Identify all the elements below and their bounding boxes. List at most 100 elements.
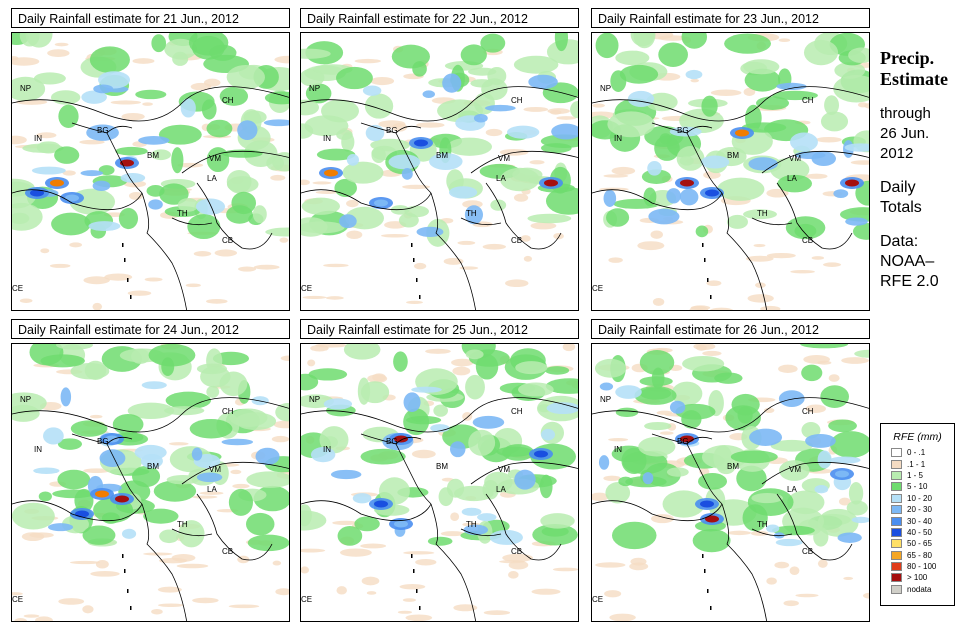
rain-cell: [301, 510, 327, 531]
rain-cell: [545, 187, 578, 215]
rain-cell: [180, 98, 196, 118]
country-border: [761, 461, 869, 485]
rain-cell: [206, 119, 233, 138]
rain-cell: [615, 50, 650, 66]
rain-cell: [253, 264, 280, 270]
island: [411, 243, 413, 247]
rain-cell: [502, 553, 533, 562]
rain-cell: [339, 548, 372, 557]
country-label: NP: [20, 395, 31, 404]
legend-swatch: [891, 505, 902, 515]
rain-cell: [23, 614, 40, 618]
rain-cell: [56, 344, 93, 350]
rain-cell: [402, 184, 431, 190]
rain-cell: [196, 472, 223, 483]
rain-cell: [40, 248, 50, 254]
panel-title: Daily Rainfall estimate for 21 Jun., 201…: [11, 8, 290, 28]
country-border: [460, 528, 502, 537]
legend-item: > 100: [881, 572, 954, 583]
rain-cell: [630, 557, 647, 566]
rain-cell: [700, 155, 730, 169]
country-label: BM: [147, 462, 159, 471]
rain-cell: [695, 344, 707, 351]
country-border: [485, 182, 562, 250]
legend-swatch: [891, 562, 902, 572]
rain-cell: [647, 160, 662, 176]
island: [413, 258, 415, 262]
rain-cell: [307, 359, 316, 367]
rain-cell: [401, 168, 413, 180]
rain-cell: [332, 520, 359, 526]
rain-cell: [177, 198, 199, 212]
rain-cell: [453, 604, 478, 612]
rain-cell: [676, 146, 705, 171]
island: [702, 554, 704, 558]
rain-cell: [320, 99, 360, 123]
rain-cell: [512, 167, 543, 182]
rain-cell: [342, 161, 384, 184]
country-label: CE: [592, 284, 603, 293]
country-label: CH: [802, 407, 814, 416]
country-label: LA: [496, 485, 506, 494]
island: [704, 569, 706, 573]
rain-cell: [57, 469, 91, 490]
rain-cell: [301, 566, 310, 574]
rain-cell: [540, 143, 572, 154]
rain-cell: [209, 44, 237, 61]
rain-cell: [364, 93, 394, 119]
rain-cell: [671, 381, 703, 406]
rain-cell: [58, 104, 79, 128]
rain-cell: [115, 146, 148, 156]
rain-cell: [427, 536, 453, 546]
rain-cell: [644, 421, 672, 431]
panel-title: Daily Rainfall estimate for 23 Jun., 201…: [591, 8, 870, 28]
rain-cell: [776, 82, 807, 91]
rain-cell: [690, 78, 699, 83]
rain-cell: [506, 125, 540, 139]
rain-cell: [608, 437, 629, 442]
rain-cell: [666, 188, 681, 204]
country-label: LA: [496, 174, 506, 183]
rain-cell: [49, 263, 71, 268]
rain-cell: [682, 355, 725, 372]
legend-label: 0 - .1: [907, 448, 926, 458]
heavy-rain-core: [705, 189, 719, 197]
island: [707, 589, 709, 593]
rain-cell: [343, 344, 381, 360]
rain-cell: [685, 69, 703, 80]
rain-cell: [489, 529, 523, 545]
rain-cell: [22, 143, 64, 153]
rain-cell: [496, 446, 533, 457]
rain-cell: [352, 493, 372, 504]
map-panel-1: Daily Rainfall estimate for 21 Jun., 201…: [11, 8, 290, 311]
rain-cell: [844, 143, 869, 152]
rain-cell: [679, 188, 699, 206]
rain-cell: [391, 44, 430, 69]
legend-item: 0 - .1: [881, 447, 954, 458]
rain-cell: [121, 528, 137, 539]
country-label: TH: [466, 520, 477, 529]
rain-cell: [339, 214, 357, 229]
country-label: TH: [177, 209, 188, 218]
rain-cell: [848, 47, 869, 63]
rain-cell: [811, 256, 825, 260]
rain-cell: [35, 616, 53, 621]
rain-cell: [540, 513, 575, 529]
rain-cell: [191, 447, 203, 461]
rain-cell: [608, 257, 623, 263]
rain-cell: [508, 560, 529, 570]
rain-cell: [824, 95, 840, 116]
rain-cell: [362, 85, 382, 96]
rain-cell: [164, 38, 198, 60]
rain-cell: [354, 58, 382, 64]
rain-cell: [90, 570, 120, 577]
rain-cell: [143, 552, 173, 556]
rain-cell: [851, 516, 869, 524]
rain-cell: [619, 64, 659, 84]
country-label: VM: [498, 465, 510, 474]
rain-cell: [185, 283, 201, 288]
rain-cell: [86, 124, 119, 141]
rain-cell: [541, 526, 569, 537]
rain-cell: [36, 132, 57, 139]
